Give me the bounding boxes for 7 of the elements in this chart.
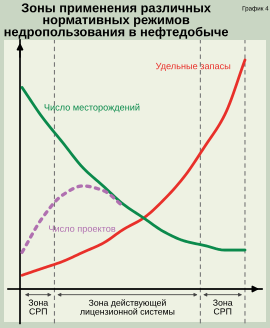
chart-title: Зоны применения различных нормативных режимов недропользования в нефтедобыче <box>4 3 228 39</box>
series-label: Удельные запасы <box>156 62 230 71</box>
series-label: Число проектов <box>49 226 116 234</box>
text: Зона действующей лицензионной системы <box>80 299 174 316</box>
text: Зона СРП <box>213 300 233 315</box>
series-label: Число месторождений <box>44 104 140 112</box>
text: Зона СРП <box>28 300 48 315</box>
